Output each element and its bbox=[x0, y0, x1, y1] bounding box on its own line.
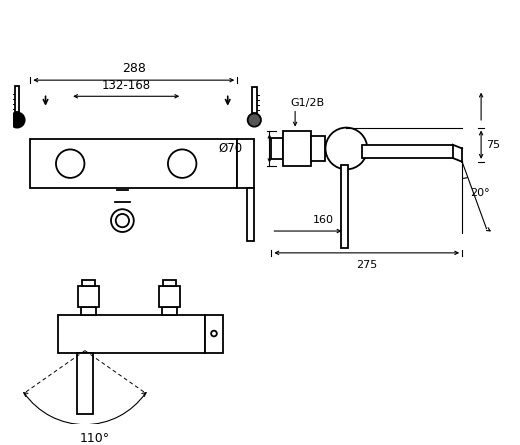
Text: 20°: 20° bbox=[470, 188, 489, 198]
Bar bbox=[159, 286, 180, 307]
Bar bbox=[15, 86, 19, 113]
Circle shape bbox=[116, 214, 129, 227]
Bar bbox=[271, 138, 283, 159]
Bar bbox=[341, 165, 348, 248]
Text: Ø70: Ø70 bbox=[219, 142, 243, 155]
Bar bbox=[362, 145, 452, 158]
Circle shape bbox=[9, 113, 24, 128]
Text: 132-168: 132-168 bbox=[101, 78, 151, 92]
Bar bbox=[246, 188, 254, 241]
Bar bbox=[252, 87, 257, 113]
Bar bbox=[162, 307, 177, 315]
Circle shape bbox=[168, 150, 197, 178]
Text: 160: 160 bbox=[313, 215, 334, 225]
Text: 75: 75 bbox=[486, 140, 500, 150]
Bar bbox=[283, 131, 311, 166]
Bar bbox=[163, 280, 176, 286]
Bar bbox=[30, 139, 237, 188]
Text: G1/2B: G1/2B bbox=[290, 97, 324, 108]
Bar bbox=[82, 280, 95, 286]
Bar bbox=[77, 352, 93, 414]
Circle shape bbox=[56, 150, 84, 178]
Text: 110°: 110° bbox=[80, 432, 110, 445]
Bar bbox=[58, 315, 205, 352]
Circle shape bbox=[111, 209, 134, 232]
Bar bbox=[311, 136, 326, 161]
Bar bbox=[237, 139, 254, 188]
Circle shape bbox=[211, 331, 217, 336]
Bar bbox=[79, 286, 99, 307]
Circle shape bbox=[248, 113, 261, 127]
Text: 275: 275 bbox=[356, 259, 378, 270]
Bar bbox=[81, 307, 96, 315]
Circle shape bbox=[326, 128, 367, 170]
Text: 288: 288 bbox=[122, 62, 146, 75]
Bar bbox=[205, 315, 223, 352]
